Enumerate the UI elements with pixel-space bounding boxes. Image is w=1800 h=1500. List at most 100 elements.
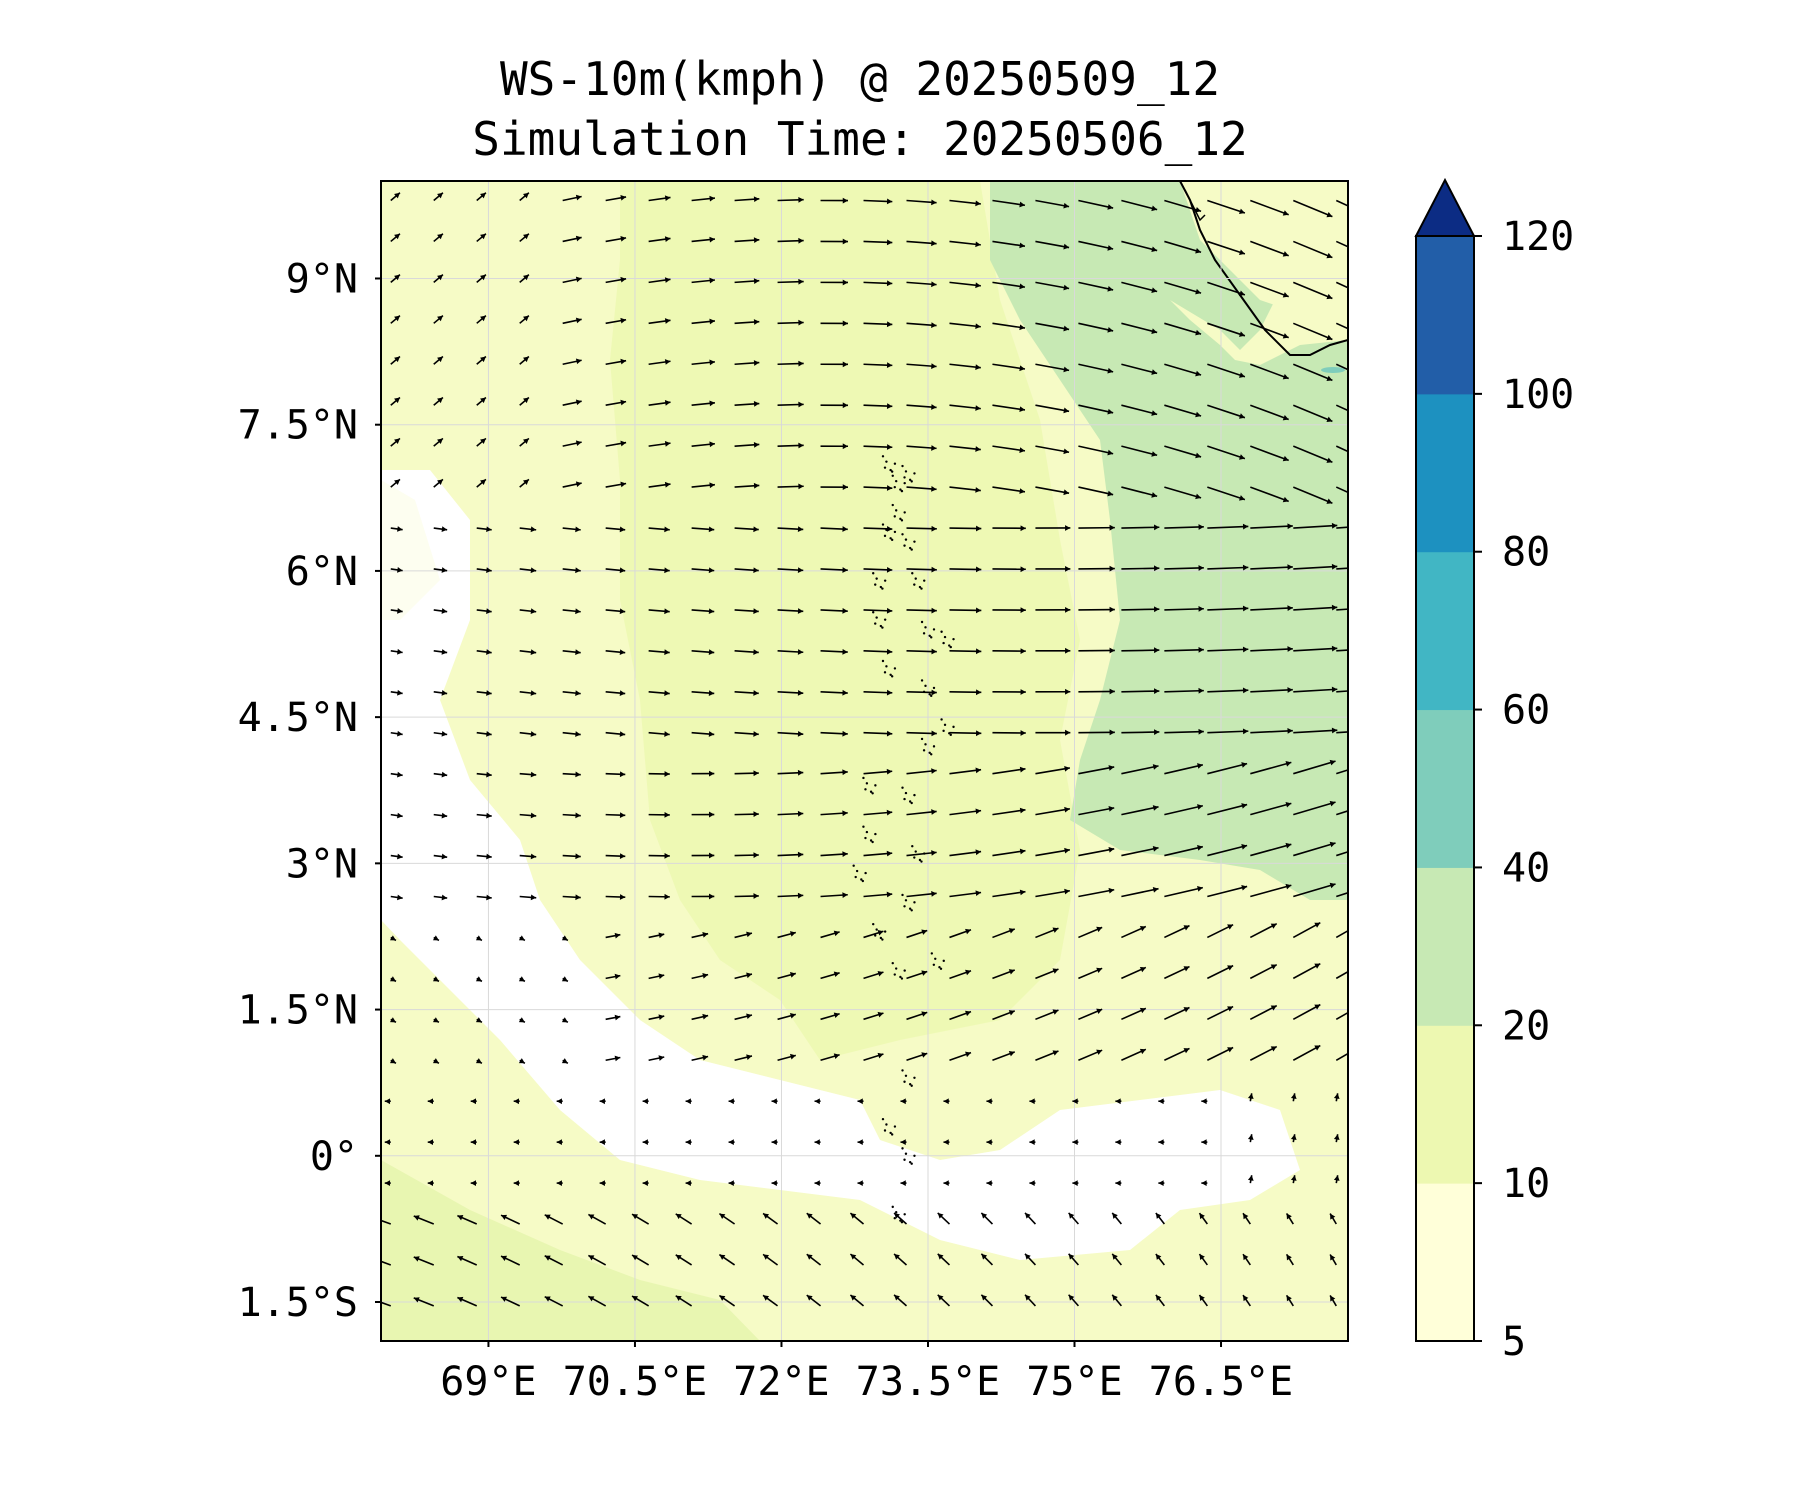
map-frame [380,180,1349,1342]
atoll-dot [930,636,933,639]
wind-arrow [691,649,715,656]
map-gridlines [381,181,1348,1341]
wind-arrow [777,649,804,655]
wind-arrow [556,1098,563,1105]
atoll-dot [904,899,908,902]
wind-arrow [992,848,1026,857]
atoll-dot [875,616,878,619]
atoll-dot [904,470,908,473]
wind-arrow [384,1180,391,1186]
wind-arrow [820,567,848,573]
wind-arrow [642,1180,649,1186]
wind-arrow [1335,1052,1348,1061]
wind-arrow [476,731,492,737]
lat-tick-label: 1.5°S [238,1280,358,1326]
wind-arrow [1333,1175,1340,1184]
colorbar-tick-label: 40 [1502,845,1550,891]
wind-arrow [648,973,665,980]
wind-arrow [1029,1180,1036,1186]
wind-arrow [605,399,627,406]
wind-arrow [476,567,492,574]
wind-arrow [1250,728,1293,734]
wind-arrow [500,1296,521,1307]
wind-arrow [631,1295,650,1307]
colorbar-tick-label: 5 [1502,1319,1526,1365]
wind-arrow [728,1139,735,1146]
wind-arrow [599,1098,606,1105]
atoll-dot [864,788,867,791]
wind-arrow [1207,646,1249,653]
wind-arrow [1336,526,1348,529]
wind-arrow [1035,199,1070,209]
atoll-dot [879,624,883,628]
wind-arrow [949,486,981,493]
wind-arrow [587,1295,607,1307]
wind-arrow [389,976,397,983]
wind-arrow [1164,404,1202,418]
wind-arrow [685,1139,692,1146]
wind-arrow [691,526,715,533]
atoll-dot [910,801,913,805]
wind-arrow [1121,322,1158,334]
atoll-dot [920,620,924,624]
atoll-dot [900,489,904,493]
atoll-dot [932,628,936,631]
wind-arrow [728,1180,735,1186]
wind-arrow [519,437,530,447]
wind-arrow [820,1012,840,1021]
atoll-dot [894,479,898,483]
wind-arrow [820,361,849,368]
atoll-dot [948,644,951,647]
wind-arrow [814,1098,821,1105]
wind-arrow [1293,882,1336,898]
wind-arrow [519,771,537,778]
wind-arrow [863,930,884,939]
wind-arrow [820,526,848,532]
wind-arrow [992,889,1026,898]
wind-arrow [691,318,716,325]
atoll-dot [899,488,902,491]
wind-arrow [992,607,1026,614]
wind-arrow [992,566,1026,573]
atoll-dot [910,480,913,483]
wind-arrow [949,607,982,614]
wind-arrow [1336,731,1348,734]
wind-arrow [561,1017,569,1024]
wind-arrow [1292,363,1333,382]
atoll-dot [908,1160,912,1164]
atoll-dot [894,1211,898,1214]
wind-arrow [475,935,483,942]
wind-arrow [906,240,937,247]
wind-arrow [777,483,804,490]
atoll-dot [879,585,883,589]
atoll-dot [885,1123,888,1126]
map-title: WS-10m(kmph) @ 20250509_12 [499,52,1221,106]
wind-arrow [849,1253,865,1266]
wind-arrow [1072,1180,1079,1186]
wind-arrow [1292,199,1333,218]
wind-arrow [1290,1093,1297,1102]
wind-arrow [1078,199,1114,210]
atoll-dot [881,626,884,629]
wind-arrow [390,648,403,655]
wind-arrow [1035,888,1070,898]
wind-arrow [519,649,537,655]
atoll-dot [885,460,888,463]
atoll-dot [893,973,896,976]
wind-arrow [814,1180,821,1186]
atoll-dot [860,878,863,881]
wind-arrow [433,730,448,737]
atoll-dot [900,977,904,980]
wind-arrow [1250,486,1289,503]
wind-arrow [980,1294,994,1307]
wind-arrow [1201,1098,1208,1105]
wind-arrow [519,396,530,406]
wind-arrow [863,1052,884,1062]
atoll-dot [923,579,926,582]
wind-arrow [718,1212,736,1225]
wind-arrow [1336,810,1348,816]
wind-arrow [1250,322,1289,339]
wind-arrow [949,404,981,411]
wind-arrow [476,608,492,614]
atoll-dot [932,745,936,748]
